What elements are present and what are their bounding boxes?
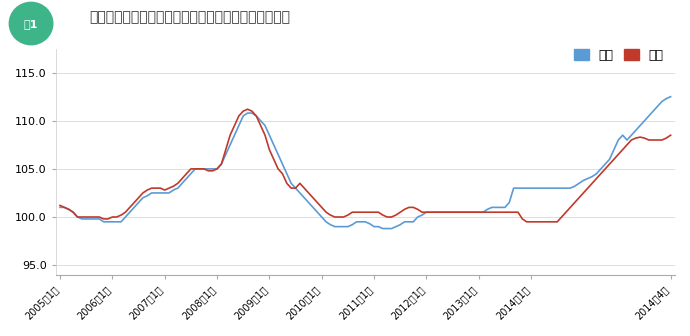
Circle shape <box>10 2 53 45</box>
Legend: 東京, 大坂: 東京, 大坂 <box>569 43 669 67</box>
Text: マンション（鉄筋コンクリート造）建設工事費の推移: マンション（鉄筋コンクリート造）建設工事費の推移 <box>90 10 290 24</box>
Text: 図1: 図1 <box>24 18 38 29</box>
